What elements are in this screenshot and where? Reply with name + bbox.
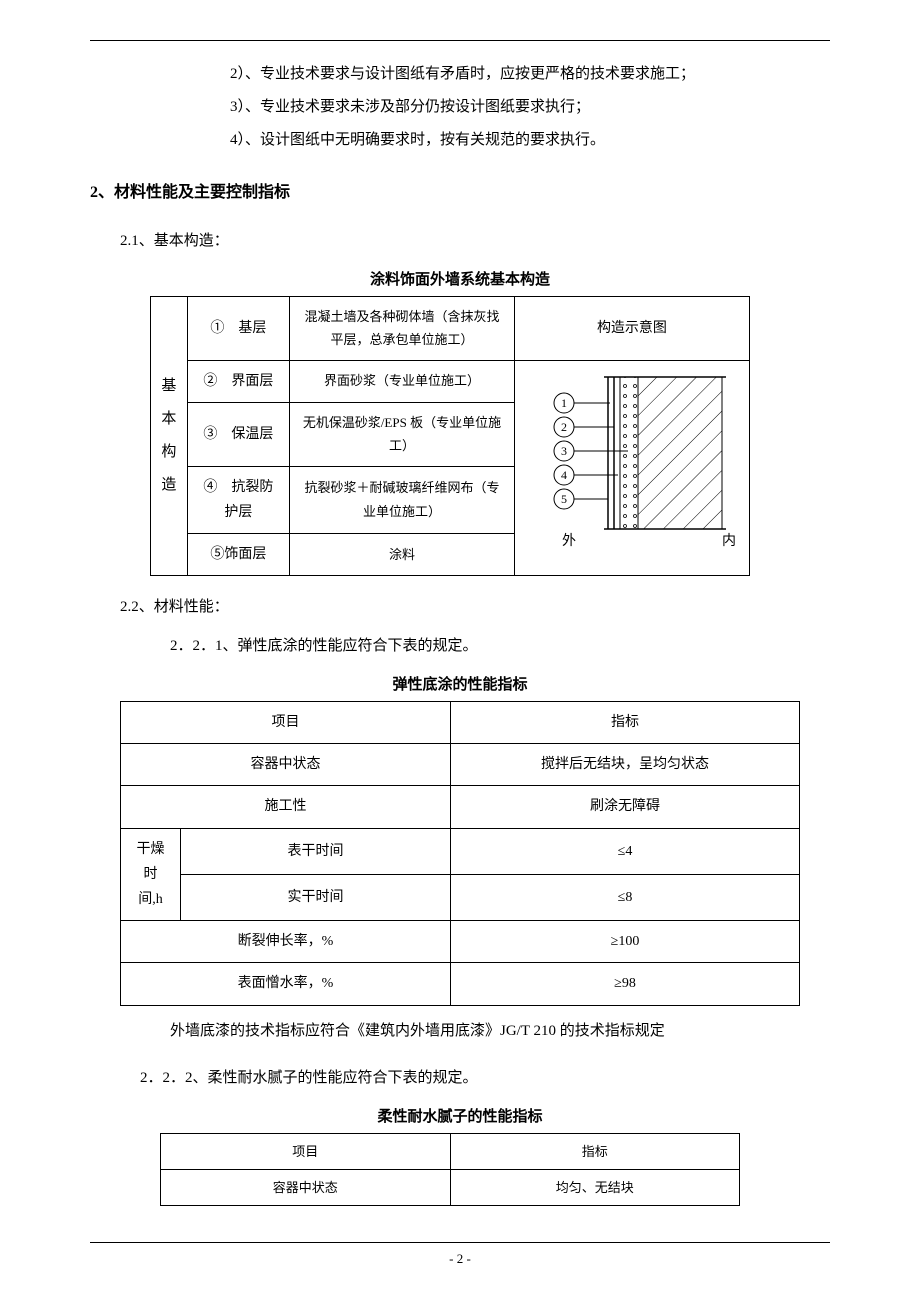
putty-header-item: 项目 <box>161 1133 451 1169</box>
continuation-list: 2）、专业技术要求与设计图纸有矛盾时，应按更严格的技术要求施工； 3）、专业技术… <box>230 61 830 154</box>
subsection-2-2: 2.2、材料性能： <box>120 594 830 621</box>
svg-text:2: 2 <box>561 420 567 434</box>
perf-item: 施工性 <box>121 786 451 828</box>
putty-table: 项目 指标 容器中状态 均匀、无结块 <box>160 1133 740 1207</box>
diagram-header: 构造示意图 <box>514 296 749 360</box>
construct-table: 基本构造 ① 基层 混凝土墙及各种砌体墙（含抹灰找平层，总承包单位施工） 构造示… <box>150 296 750 576</box>
perf-caption: 弹性底涂的性能指标 <box>90 672 830 699</box>
section-2-title: 2、材料性能及主要控制指标 <box>90 179 830 208</box>
inside-label: 内 <box>722 533 736 549</box>
subsection-2-2-2: 2．2．2、柔性耐水腻子的性能应符合下表的规定。 <box>140 1065 830 1092</box>
construct-diagram-cell: 1 2 3 4 5 外 内 <box>514 360 749 576</box>
page-footer: - 2 - <box>90 1242 830 1270</box>
subsection-2-1: 2.1、基本构造： <box>120 228 830 255</box>
layer-desc: 混凝土墙及各种砌体墙（含抹灰找平层，总承包单位施工） <box>290 296 515 360</box>
perf-item: 容器中状态 <box>121 744 451 786</box>
layer-num: ⑤饰面层 <box>187 533 289 575</box>
perf-item: 断裂伸长率，% <box>121 921 451 963</box>
layer-num: ④ 抗裂防护层 <box>187 466 289 533</box>
perf-spec: ≥100 <box>450 921 799 963</box>
putty-spec: 均匀、无结块 <box>450 1170 740 1206</box>
perf-spec: ≤8 <box>450 874 799 920</box>
putty-caption: 柔性耐水腻子的性能指标 <box>90 1104 830 1131</box>
svg-text:4: 4 <box>561 468 567 482</box>
layer-num: ② 界面层 <box>187 360 289 402</box>
perf-header-spec: 指标 <box>450 702 799 744</box>
perf-spec: 搅拌后无结块，呈均匀状态 <box>450 744 799 786</box>
perf-header-item: 项目 <box>121 702 451 744</box>
putty-header-spec: 指标 <box>450 1133 740 1169</box>
perf-spec: ≥98 <box>450 963 799 1005</box>
perf-group: 干燥时间,h <box>121 828 181 921</box>
perf-item: 实干时间 <box>181 874 451 920</box>
putty-item: 容器中状态 <box>161 1170 451 1206</box>
layer-num: ③ 保温层 <box>187 402 289 466</box>
list-item: 2）、专业技术要求与设计图纸有矛盾时，应按更严格的技术要求施工； <box>230 61 830 88</box>
perf-spec: ≤4 <box>450 828 799 874</box>
list-item: 3）、专业技术要求未涉及部分仍按设计图纸要求执行； <box>230 94 830 121</box>
subsection-2-2-1: 2．2．1、弹性底涂的性能应符合下表的规定。 <box>170 633 830 660</box>
list-item: 4）、设计图纸中无明确要求时，按有关规范的要求执行。 <box>230 127 830 154</box>
perf-item: 表面憎水率，% <box>121 963 451 1005</box>
svg-text:3: 3 <box>561 444 567 458</box>
note-line: 外墙底漆的技术指标应符合《建筑内外墙用底漆》JG/T 210 的技术指标规定 <box>170 1018 830 1045</box>
construct-caption: 涂料饰面外墙系统基本构造 <box>90 267 830 294</box>
wall-diagram: 1 2 3 4 5 外 内 <box>522 373 742 553</box>
row-group-label: 基本构造 <box>151 296 188 575</box>
layer-desc: 抗裂砂浆＋耐碱玻璃纤维网布（专业单位施工） <box>290 466 515 533</box>
perf-item: 表干时间 <box>181 828 451 874</box>
layer-num: ① 基层 <box>187 296 289 360</box>
layer-desc: 无机保温砂浆/EPS 板（专业单位施工） <box>290 402 515 466</box>
top-rule <box>90 40 830 41</box>
page-number: - 2 - <box>449 1251 471 1266</box>
svg-text:1: 1 <box>561 396 567 410</box>
perf-table: 项目 指标 容器中状态 搅拌后无结块，呈均匀状态 施工性 刷涂无障碍 干燥时间,… <box>120 701 800 1006</box>
layer-desc: 界面砂浆（专业单位施工） <box>290 360 515 402</box>
layer-desc: 涂料 <box>290 533 515 575</box>
perf-spec: 刷涂无障碍 <box>450 786 799 828</box>
svg-text:5: 5 <box>561 492 567 506</box>
outside-label: 外 <box>562 533 576 549</box>
